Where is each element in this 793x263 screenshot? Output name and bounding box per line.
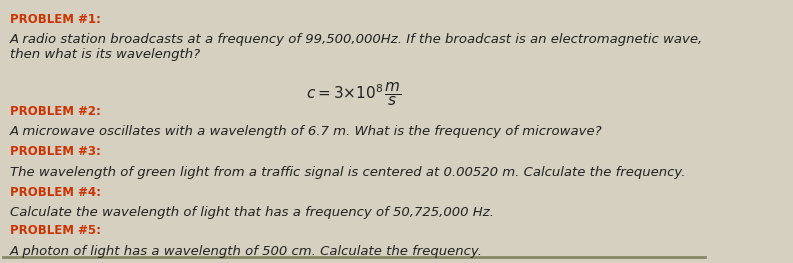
Text: PROBLEM #5:: PROBLEM #5: (10, 224, 101, 237)
Text: A photon of light has a wavelength of 500 cm. Calculate the frequency.: A photon of light has a wavelength of 50… (10, 245, 483, 258)
Text: Calculate the wavelength of light that has a frequency of 50,725,000 Hz.: Calculate the wavelength of light that h… (10, 206, 494, 219)
Text: PROBLEM #2:: PROBLEM #2: (10, 105, 101, 118)
Text: PROBLEM #4:: PROBLEM #4: (10, 186, 101, 199)
Text: A microwave oscillates with a wavelength of 6.7 m. What is the frequency of micr: A microwave oscillates with a wavelength… (10, 125, 603, 138)
Text: PROBLEM #1:: PROBLEM #1: (10, 13, 101, 26)
Text: The wavelength of green light from a traffic signal is centered at 0.00520 m. Ca: The wavelength of green light from a tra… (10, 166, 685, 179)
Text: A radio station broadcasts at a frequency of 99,500,000Hz. If the broadcast is a: A radio station broadcasts at a frequenc… (10, 33, 703, 61)
Text: $c = 3{\times}10^{8}\,\dfrac{m}{s}$: $c = 3{\times}10^{8}\,\dfrac{m}{s}$ (306, 82, 402, 108)
Text: PROBLEM #3:: PROBLEM #3: (10, 145, 101, 158)
